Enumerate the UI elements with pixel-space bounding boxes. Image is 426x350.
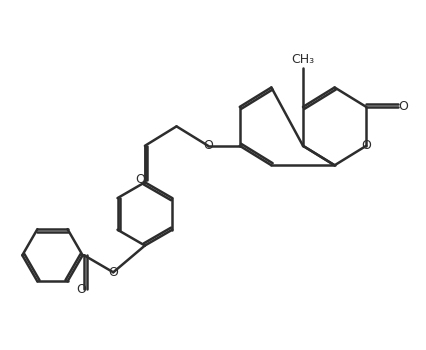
Text: O: O	[135, 173, 145, 186]
Text: CH₃: CH₃	[291, 52, 314, 65]
Text: O: O	[398, 100, 408, 113]
Text: O: O	[203, 139, 213, 152]
Text: O: O	[361, 139, 371, 152]
Text: O: O	[108, 266, 118, 279]
Text: O: O	[77, 283, 86, 296]
